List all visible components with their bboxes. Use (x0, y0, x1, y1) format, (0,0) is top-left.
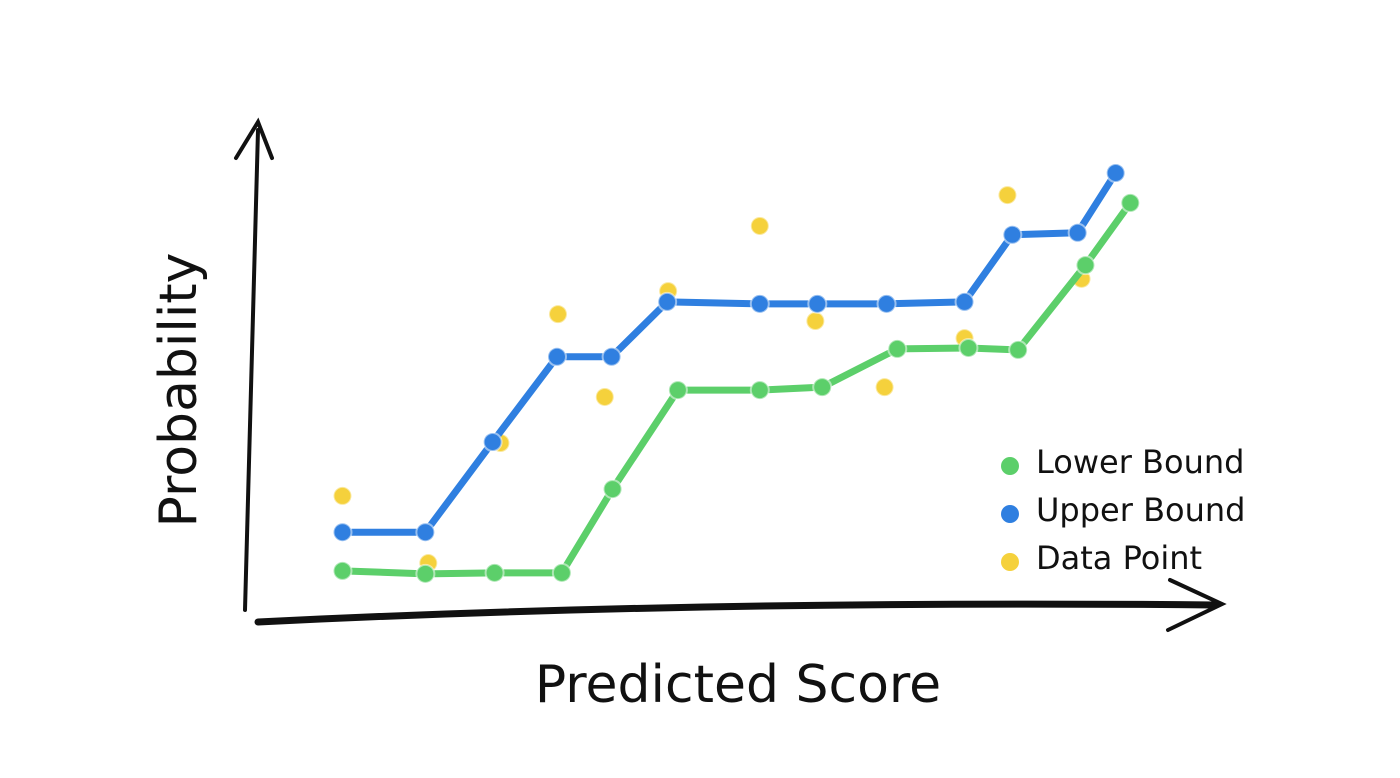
line-marker (749, 293, 770, 314)
line-marker (484, 562, 505, 583)
data-point (547, 304, 568, 325)
line-marker (547, 346, 567, 367)
y-axis (243, 128, 260, 612)
line-marker (1120, 192, 1141, 213)
line-marker (551, 562, 572, 583)
line-marker (812, 377, 833, 398)
legend-marker (1001, 505, 1019, 523)
data-point (332, 485, 353, 506)
line-marker (1002, 224, 1023, 245)
line-marker (482, 432, 503, 453)
data-point (997, 185, 1018, 206)
line-marker (958, 337, 979, 358)
line-marker (1075, 255, 1096, 276)
data-point (749, 215, 770, 236)
x-axis (254, 600, 1219, 626)
line-marker (1067, 222, 1088, 243)
line-marker (415, 522, 436, 543)
line-marker (667, 380, 688, 401)
line-marker (749, 380, 770, 401)
line-marker (1008, 339, 1029, 360)
data-point (805, 311, 826, 331)
legend-marker (1001, 457, 1019, 475)
y-axis-arrow (234, 117, 274, 160)
data-point (594, 386, 615, 407)
legend-marker (1001, 553, 1019, 571)
data-point (874, 377, 895, 398)
line-marker (887, 338, 908, 359)
line-marker (602, 479, 623, 500)
line-marker (876, 293, 897, 314)
line-marker (601, 346, 622, 367)
line-marker (657, 291, 678, 312)
legend-label: Data Point (1036, 539, 1202, 577)
line-marker (332, 522, 353, 543)
line-marker (954, 291, 975, 312)
x-axis-arrow (1166, 578, 1227, 632)
line-marker (807, 293, 828, 314)
y-axis-label: Probability (149, 253, 209, 528)
x-axis-label: Predicted Score (535, 655, 941, 715)
line-marker (1105, 163, 1126, 184)
line-marker (332, 560, 353, 581)
line-marker (415, 563, 436, 584)
legend-label: Lower Bound (1036, 443, 1244, 481)
legend-label: Upper Bound (1036, 491, 1245, 529)
